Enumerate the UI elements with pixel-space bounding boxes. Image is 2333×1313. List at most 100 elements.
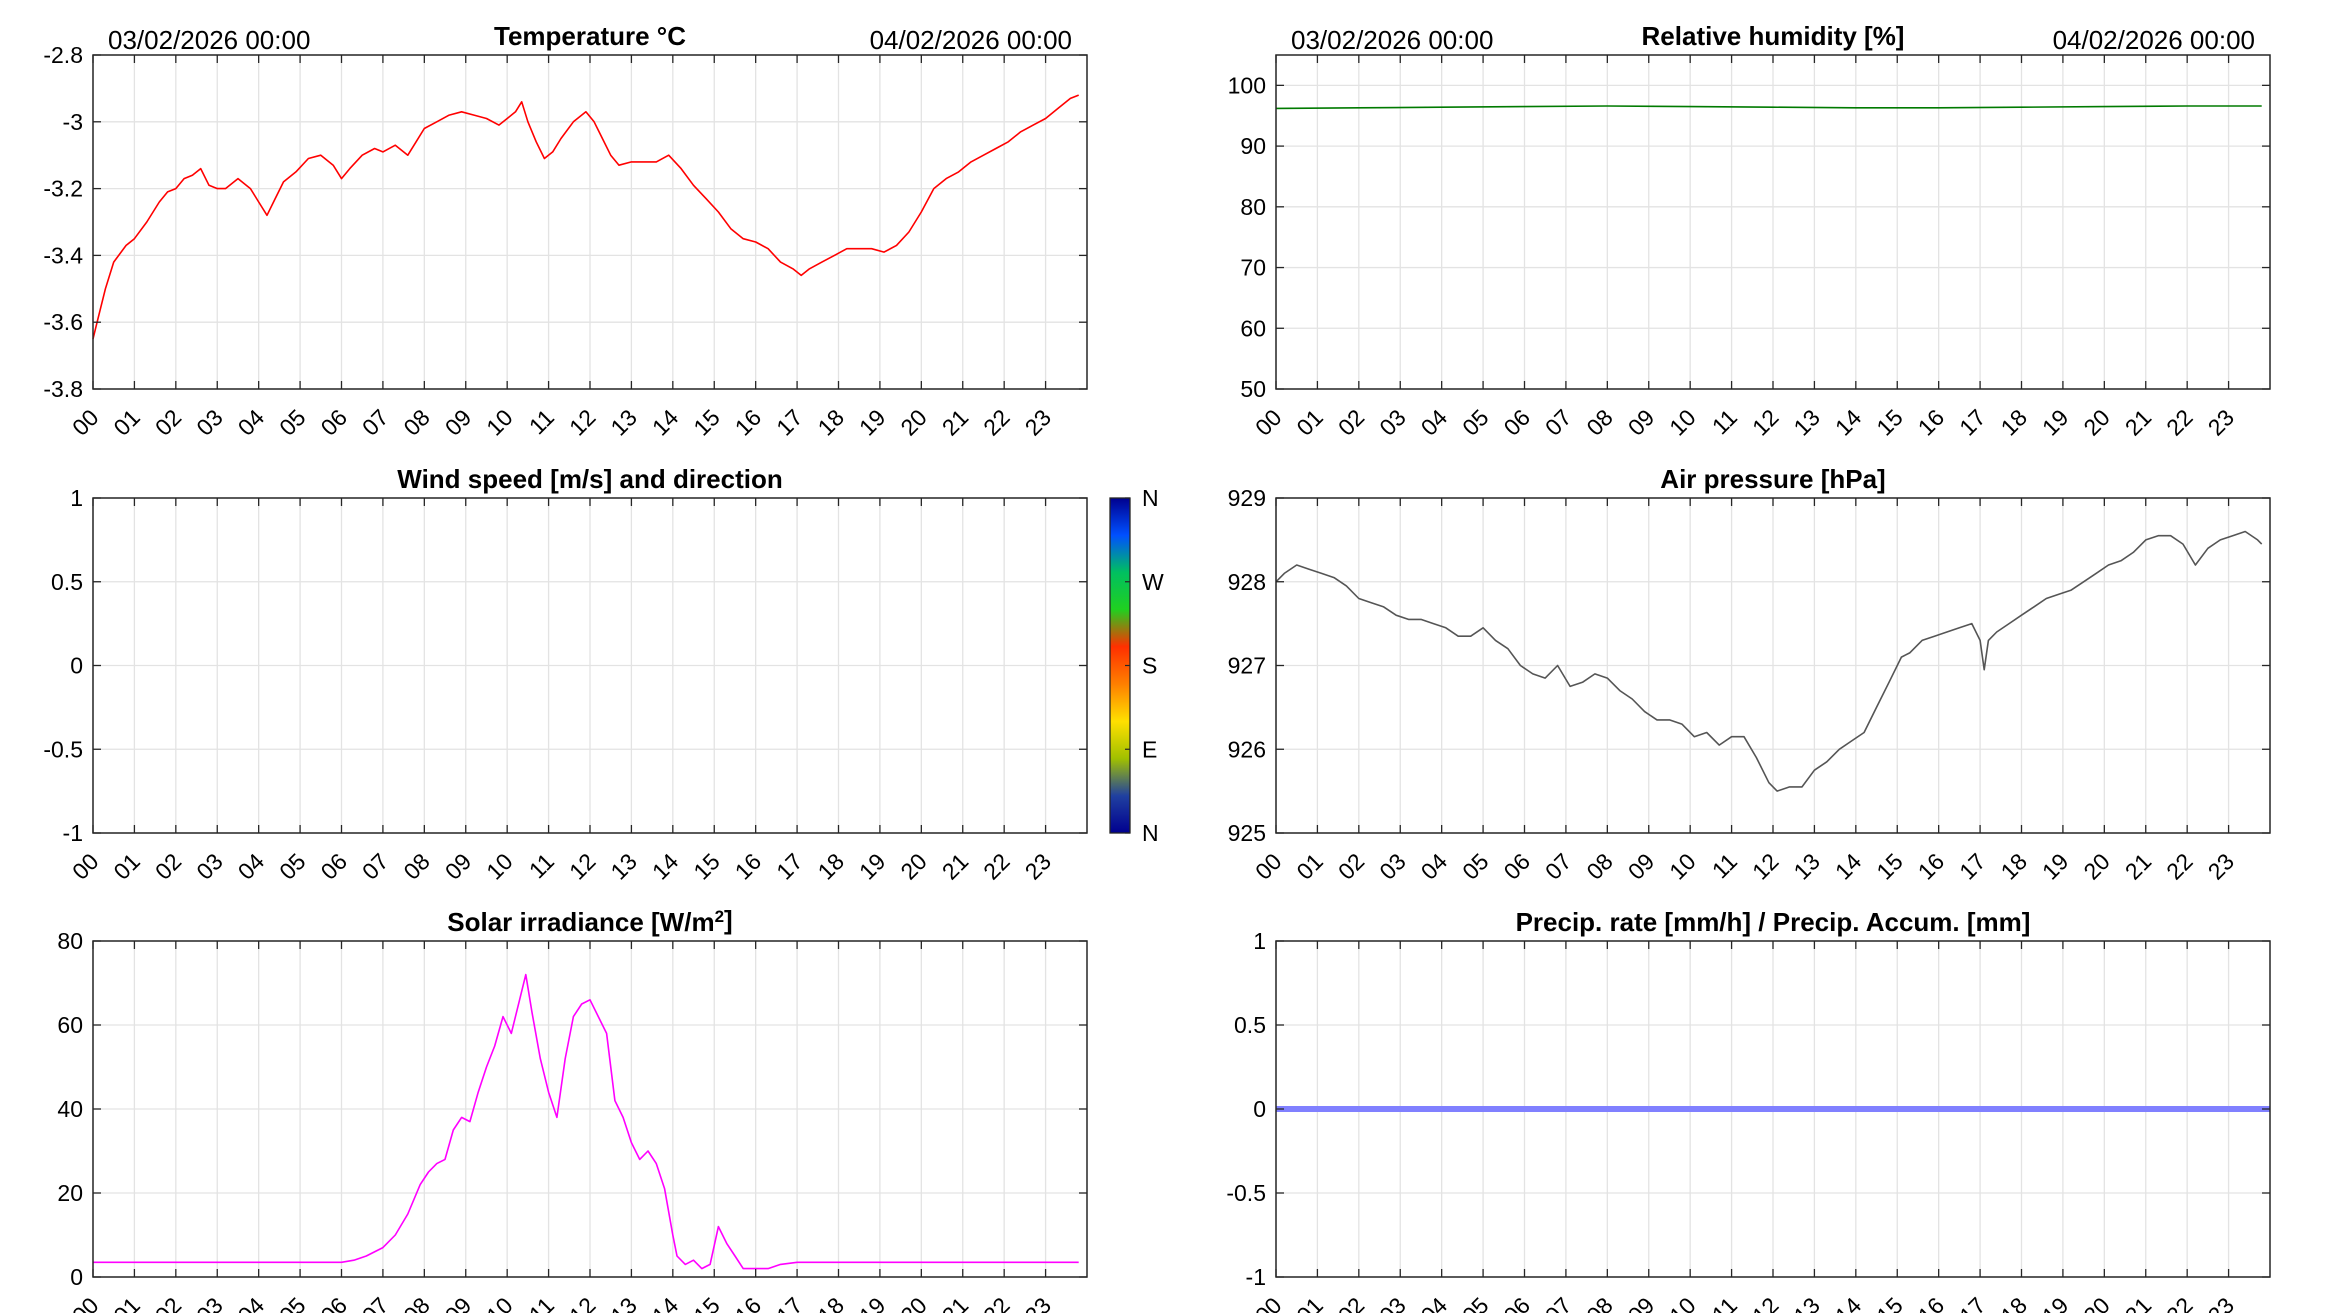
x-tick-label: 23 (2203, 848, 2239, 884)
x-tick-label: 04 (233, 848, 270, 885)
x-tick-label: 09 (440, 1292, 476, 1313)
y-tick-label: -3.4 (43, 242, 83, 268)
x-tick-label: 00 (1250, 404, 1286, 440)
chart-title: Solar irradiance [W/m2] (447, 905, 732, 937)
x-tick-label: 07 (1540, 848, 1576, 884)
x-tick-label: 07 (357, 1292, 393, 1313)
x-tick-label: 10 (1664, 848, 1700, 884)
x-tick-label: 05 (274, 404, 310, 440)
y-tick-label: -3 (63, 109, 83, 135)
chart-wind: 00 01 02 03 04 05 06 07 08 09 10 11 12 13 14 15 16 17 18 19… (43, 464, 1164, 885)
x-tick-label: 08 (1581, 848, 1617, 884)
x-tick-label: 08 (1581, 1292, 1617, 1313)
x-tick-label: 20 (2078, 1292, 2114, 1313)
x-tick-label: 00 (1250, 848, 1286, 884)
x-tick-label: 15 (688, 404, 724, 440)
colorbar-label: N (1142, 820, 1159, 846)
chart-temperature: 00 01 02 03 04 05 06 07 08 09 10 11 12 13 14 15 16 17 18 19… (43, 21, 1088, 441)
x-tick-label: 16 (730, 1292, 766, 1313)
x-tick-label: 01 (1291, 848, 1327, 884)
x-tick-label: 16 (1913, 1292, 1949, 1313)
x-tick-label: 05 (274, 1292, 310, 1313)
x-tick-label: 22 (2161, 1292, 2197, 1313)
x-tick-label: 18 (813, 848, 849, 884)
y-tick-label: 1 (1253, 928, 1266, 954)
y-tick-label: -1 (63, 820, 83, 846)
x-tick-label: 19 (2037, 1292, 2073, 1313)
x-tick-label: 12 (1747, 848, 1783, 884)
x-tick-label: 09 (1623, 848, 1659, 884)
chart-solar: 00 01 02 03 04 05 06 07 08 09 10 11 12 13 14 15 16 17 18 19… (57, 905, 1088, 1313)
x-tick-label: 22 (978, 848, 1014, 884)
x-tick-label: 08 (1581, 404, 1617, 440)
x-tick-label: 05 (1457, 1292, 1493, 1313)
x-tick-label: 23 (1020, 1292, 1056, 1313)
chart-pressure: 00 01 02 03 04 05 06 07 08 09 10 11 12 13 14 15 16 17 18 19… (1228, 464, 2271, 885)
x-tick-label: 09 (440, 848, 476, 884)
x-tick-label: 12 (564, 1292, 600, 1313)
x-tick-label: 18 (1996, 404, 2032, 440)
y-tick-label: 60 (1240, 315, 1266, 341)
y-tick-label: 928 (1228, 569, 1266, 595)
x-tick-label: 05 (1457, 404, 1493, 440)
colorbar-label: N (1142, 485, 1159, 511)
x-tick-label: 17 (771, 848, 807, 884)
colorbar-label: E (1142, 736, 1157, 762)
x-tick-label: 13 (605, 1292, 641, 1313)
x-tick-label: 14 (1830, 1292, 1867, 1313)
x-tick-label: 20 (895, 848, 931, 884)
series-line-humidity (1275, 105, 2262, 110)
x-tick-label: 21 (937, 404, 973, 440)
y-tick-label: 926 (1228, 736, 1266, 762)
y-tick-label: -3.2 (43, 176, 83, 202)
x-tick-label: 07 (1540, 404, 1576, 440)
x-tick-label: 12 (1747, 1292, 1783, 1313)
x-tick-label: 10 (481, 1292, 517, 1313)
x-tick-label: 01 (1291, 404, 1327, 440)
chart-title: Wind speed [m/s] and direction (397, 464, 782, 494)
x-tick-label: 05 (1457, 848, 1493, 884)
y-tick-label: -3.8 (43, 376, 83, 402)
y-tick-label: 1 (70, 485, 83, 511)
y-tick-label: 100 (1228, 72, 1266, 98)
x-tick-label: 15 (1871, 848, 1907, 884)
date-end: 04/02/2026 00:00 (870, 25, 1072, 55)
y-tick-label: 929 (1228, 485, 1266, 511)
x-tick-label: 03 (191, 848, 227, 884)
x-tick-label: 04 (1416, 1292, 1453, 1313)
y-tick-label: 60 (57, 1012, 83, 1038)
x-tick-label: 14 (647, 404, 684, 441)
y-tick-label: 80 (57, 928, 83, 954)
x-tick-label: 12 (564, 848, 600, 884)
x-tick-label: 14 (1830, 404, 1867, 441)
x-tick-label: 04 (233, 1292, 270, 1313)
x-tick-label: 15 (1871, 404, 1907, 440)
y-tick-label: -0.5 (1226, 1180, 1266, 1206)
x-tick-label: 11 (524, 848, 559, 883)
x-tick-label: 19 (2037, 848, 2073, 884)
x-tick-label: 19 (2037, 404, 2073, 440)
x-tick-label: 21 (937, 848, 973, 884)
x-tick-label: 02 (150, 1292, 186, 1313)
x-tick-label: 17 (1954, 848, 1990, 884)
x-tick-label: 00 (1250, 1292, 1286, 1313)
date-end: 04/02/2026 00:00 (2053, 25, 2255, 55)
x-tick-label: 03 (191, 404, 227, 440)
x-tick-label: 17 (1954, 1292, 1990, 1313)
x-tick-label: 22 (2161, 848, 2197, 884)
x-tick-label: 10 (481, 848, 517, 884)
y-tick-label: 50 (1240, 376, 1266, 402)
x-tick-label: 20 (895, 1292, 931, 1313)
x-tick-label: 20 (2078, 404, 2114, 440)
colorbar-label: S (1142, 653, 1157, 679)
x-tick-label: 09 (1623, 1292, 1659, 1313)
date-start: 03/02/2026 00:00 (1291, 25, 1493, 55)
x-tick-label: 21 (937, 1292, 973, 1313)
x-tick-label: 18 (1996, 848, 2032, 884)
x-tick-label: 11 (524, 404, 559, 439)
x-tick-label: 04 (233, 404, 270, 441)
x-tick-label: 05 (274, 848, 310, 884)
y-tick-label: 0 (1253, 1096, 1266, 1122)
x-tick-label: 03 (1374, 848, 1410, 884)
x-tick-label: 13 (1788, 404, 1824, 440)
